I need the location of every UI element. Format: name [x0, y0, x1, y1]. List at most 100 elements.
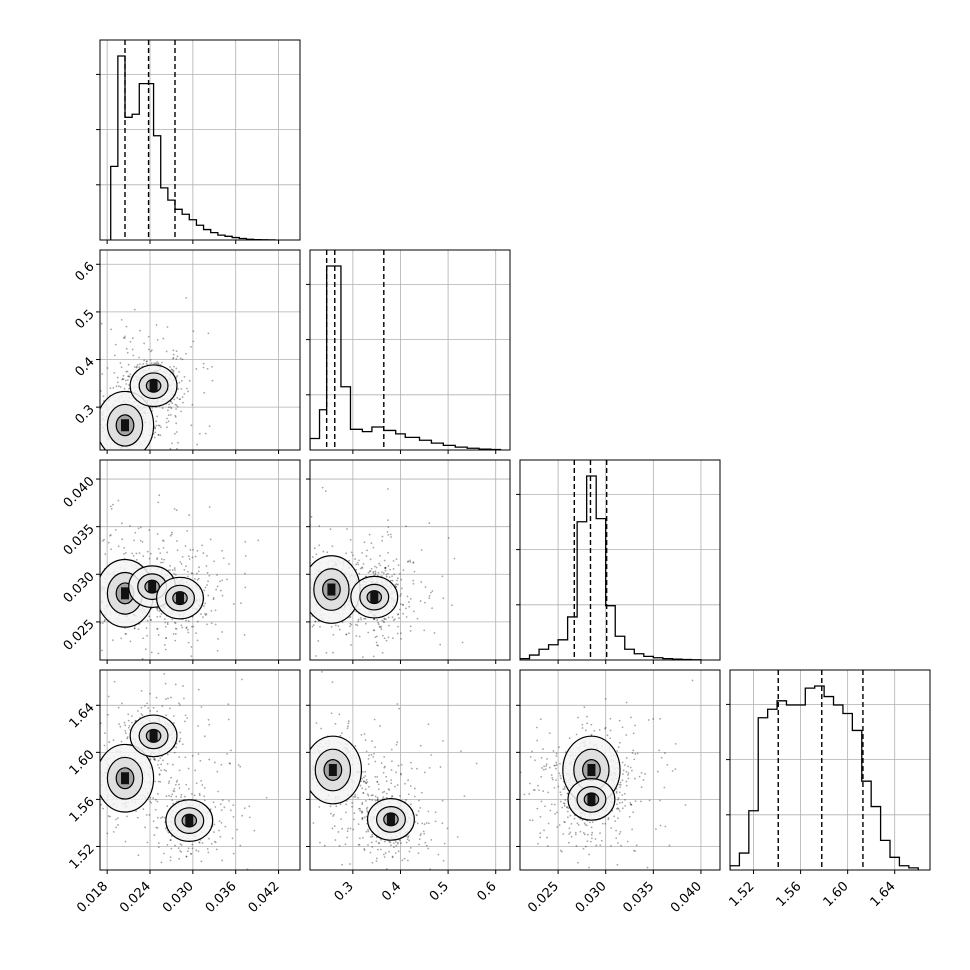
sample-point	[91, 454, 93, 456]
sample-point	[190, 501, 192, 503]
sample-point	[96, 565, 98, 567]
sample-point	[198, 841, 201, 844]
sample-point	[166, 426, 168, 429]
sample-point	[95, 595, 97, 597]
sample-point	[352, 554, 354, 557]
sample-point	[178, 769, 181, 772]
sample-point	[89, 610, 91, 612]
sample-point	[197, 724, 200, 727]
sample-point	[365, 778, 368, 781]
sample-point	[407, 560, 410, 563]
density-peak	[386, 813, 395, 826]
sample-point	[78, 780, 80, 782]
sample-point	[355, 635, 358, 637]
sample-point	[42, 595, 44, 597]
sample-point	[227, 703, 230, 706]
sample-point	[176, 355, 179, 358]
sample-point	[216, 649, 219, 652]
sample-point	[157, 634, 160, 636]
sample-point	[139, 464, 141, 466]
sample-point	[175, 408, 177, 410]
sample-point	[188, 558, 191, 560]
sample-point	[345, 633, 348, 636]
sample-point	[442, 740, 444, 742]
sample-point	[406, 859, 409, 862]
sample-point	[221, 594, 224, 597]
sample-point	[157, 362, 160, 364]
sample-point	[359, 807, 361, 810]
sample-point	[405, 841, 408, 844]
sample-point	[141, 494, 143, 496]
sample-point	[96, 409, 98, 411]
sample-point	[385, 780, 388, 783]
sample-point	[395, 743, 398, 746]
sample-point	[133, 308, 136, 311]
sample-point	[412, 562, 415, 564]
histogram-p2	[306, 249, 511, 454]
sample-point	[198, 794, 201, 797]
sample-point	[382, 853, 385, 856]
sample-point	[348, 559, 350, 562]
sample-point	[303, 553, 305, 555]
sample-point	[206, 584, 208, 586]
sample-point	[407, 835, 410, 837]
sample-point	[381, 535, 384, 538]
sample-point	[303, 588, 305, 590]
sample-point	[374, 799, 377, 802]
sample-point	[157, 547, 160, 550]
sample-point	[191, 847, 194, 850]
sample-point	[219, 580, 221, 583]
density-peak	[149, 379, 158, 392]
sample-point	[376, 775, 379, 778]
sample-point	[173, 787, 176, 790]
sample-point	[442, 859, 445, 862]
sample-point	[359, 809, 362, 812]
sample-point	[166, 843, 169, 846]
sample-point	[164, 827, 167, 830]
sample-point	[380, 762, 383, 764]
sample-point	[217, 638, 219, 640]
sample-point	[332, 651, 334, 654]
sample-point	[244, 540, 247, 543]
sample-point	[313, 547, 316, 550]
sample-point	[321, 670, 323, 673]
sample-point	[210, 842, 213, 845]
sample-point	[384, 566, 387, 569]
sample-point	[167, 462, 169, 464]
sample-point	[117, 381, 119, 384]
sample-point	[122, 378, 125, 381]
sample-point	[220, 809, 223, 812]
sample-point	[156, 558, 158, 561]
sample-point	[177, 847, 180, 850]
sample-point	[133, 497, 135, 499]
sample-point	[360, 780, 363, 783]
sample-point	[410, 803, 412, 806]
sample-point	[247, 563, 249, 565]
sample-point	[151, 407, 154, 409]
sample-point	[415, 814, 418, 817]
sample-point	[154, 427, 156, 430]
sample-point	[408, 850, 411, 853]
gridlines	[106, 40, 279, 240]
sample-point	[129, 525, 131, 527]
sample-point	[125, 664, 127, 666]
sample-point	[201, 842, 204, 844]
sample-point	[272, 725, 274, 727]
sample-point	[148, 615, 151, 618]
sample-point	[113, 371, 116, 374]
sample-point	[288, 557, 290, 559]
sample-point	[228, 563, 230, 565]
sample-point	[357, 890, 359, 892]
sample-point	[216, 770, 219, 773]
sample-point	[175, 742, 178, 745]
sample-point	[181, 743, 184, 746]
sample-point	[186, 628, 189, 631]
sample-point	[383, 618, 386, 620]
sample-point	[330, 625, 333, 628]
sample-point	[144, 648, 147, 651]
sample-point	[95, 641, 97, 643]
sample-point	[125, 456, 127, 458]
sample-point	[302, 622, 304, 624]
axes-frame	[99, 669, 301, 871]
